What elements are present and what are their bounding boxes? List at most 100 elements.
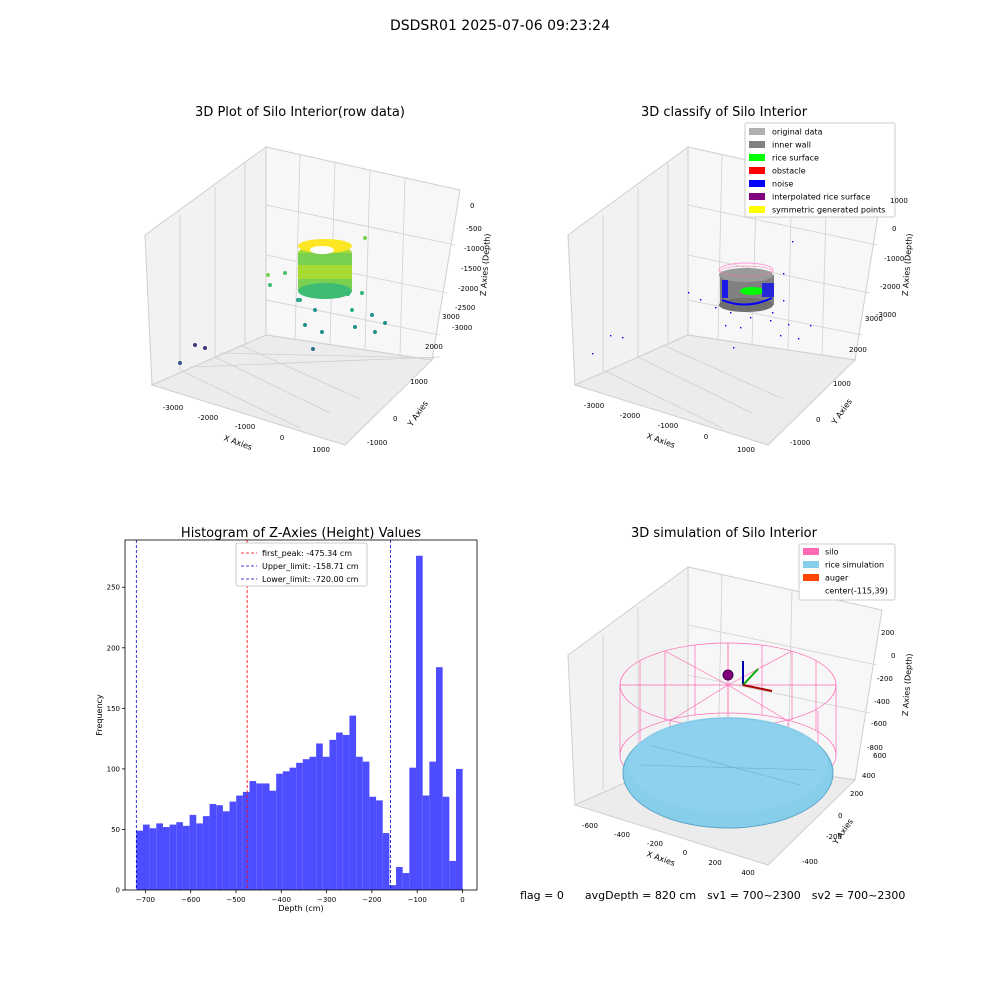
svg-text:-1000: -1000 bbox=[658, 422, 678, 430]
svg-text:2000: 2000 bbox=[425, 343, 443, 351]
plot-frame bbox=[124, 539, 478, 891]
svg-text:-2000: -2000 bbox=[620, 412, 640, 420]
legend-label: symmetric generated points bbox=[772, 206, 885, 215]
z-axis-label: Z Axies (Depth) bbox=[901, 233, 914, 296]
histogram-bar bbox=[362, 761, 370, 890]
svg-text:-200: -200 bbox=[826, 833, 842, 841]
x-tick-label: −600 bbox=[181, 896, 200, 904]
x-axis-ticks: -3000 -2000 -1000 0 1000 bbox=[584, 402, 755, 454]
y-axis-ticks: -400 -200 0 200 400 600 bbox=[802, 752, 886, 866]
svg-text:1000: 1000 bbox=[410, 378, 428, 386]
z-axis-label: Z Axies (Depth) bbox=[901, 653, 914, 716]
histogram-bar bbox=[289, 767, 297, 890]
histogram-bar bbox=[442, 796, 450, 890]
legend-swatch bbox=[749, 141, 765, 148]
histogram-bar bbox=[382, 833, 390, 890]
svg-text:-3000: -3000 bbox=[584, 402, 604, 410]
z-axis-ticks: 0 -500 -1000 -1500 -2000 -2500 -3000 bbox=[452, 202, 484, 332]
svg-text:-200: -200 bbox=[647, 840, 663, 848]
histogram-bar bbox=[182, 825, 190, 890]
histogram-bar bbox=[409, 767, 417, 890]
histogram-bar bbox=[229, 801, 237, 890]
histogram-bar bbox=[249, 781, 257, 890]
x-tick-label: −500 bbox=[226, 896, 245, 904]
y-axis-label: Frequency bbox=[95, 694, 104, 736]
floor-pane bbox=[150, 334, 434, 446]
histogram-bar bbox=[449, 860, 456, 890]
svg-text:400: 400 bbox=[741, 869, 754, 877]
noise-points bbox=[592, 241, 812, 355]
x-axis-ticks: -600 -400 -200 0 200 400 bbox=[582, 822, 755, 877]
svg-text:2000: 2000 bbox=[849, 346, 867, 354]
histogram-bar bbox=[142, 824, 150, 890]
histogram-bar bbox=[149, 828, 157, 890]
legend-label: noise bbox=[772, 180, 793, 189]
svg-text:-2000: -2000 bbox=[198, 414, 218, 422]
grid-lines bbox=[179, 154, 456, 429]
svg-text:200: 200 bbox=[881, 629, 894, 637]
y-tick-label: 50 bbox=[111, 826, 120, 834]
svg-text:200: 200 bbox=[708, 859, 721, 867]
histogram-bar bbox=[276, 773, 283, 890]
y-axis-label: Y Axies bbox=[830, 817, 855, 847]
legend-label: Upper_limit: -158.71 cm bbox=[262, 562, 359, 571]
svg-text:3000: 3000 bbox=[865, 315, 883, 323]
svg-text:0: 0 bbox=[470, 202, 474, 210]
histogram-bar bbox=[236, 795, 243, 890]
svg-text:-500: -500 bbox=[466, 225, 482, 233]
legend-label: rice surface bbox=[772, 154, 819, 163]
histogram-bar bbox=[429, 761, 437, 890]
legend-label: original data bbox=[772, 128, 823, 137]
histogram-bars bbox=[136, 555, 463, 890]
svg-text:200: 200 bbox=[850, 790, 863, 798]
limit-lines bbox=[135, 540, 392, 890]
svg-text:-1000: -1000 bbox=[790, 439, 810, 447]
x-axis-label: X Axies bbox=[645, 849, 676, 868]
histogram-bar bbox=[422, 795, 430, 890]
histogram-bar bbox=[376, 800, 383, 890]
histogram-bar bbox=[202, 816, 210, 890]
histogram-bar bbox=[342, 734, 350, 890]
classify-title: 3D classify of Silo Interior bbox=[641, 105, 808, 120]
histogram-bar bbox=[262, 783, 270, 890]
svg-text:-400: -400 bbox=[802, 858, 818, 866]
histogram-bar bbox=[269, 790, 277, 890]
x-tick-label: −400 bbox=[272, 896, 291, 904]
z-axis-label: Z Axies (Depth) bbox=[479, 233, 492, 296]
y-axis-label: Y Axies bbox=[829, 397, 854, 427]
classify-legend: original data inner wall rice surface obsta… bbox=[744, 122, 896, 218]
histogram-bar bbox=[322, 756, 330, 890]
svg-text:0: 0 bbox=[393, 415, 397, 423]
y-axis-label: Y Axies bbox=[405, 399, 430, 429]
sv2-value: sv2 = 700~2300 bbox=[811, 889, 906, 902]
legend-swatch bbox=[749, 167, 765, 174]
histogram-bar bbox=[156, 823, 163, 890]
svg-text:-3000: -3000 bbox=[452, 324, 472, 332]
simulation-legend: silo rice simulation auger center(-115,39) bbox=[798, 543, 896, 601]
histogram-bar bbox=[209, 804, 217, 890]
legend-label: rice simulation bbox=[825, 561, 884, 570]
histogram-legend: first_peak: -475.34 cm Upper_limit: -158.… bbox=[235, 542, 368, 587]
svg-text:1000: 1000 bbox=[833, 380, 851, 388]
svg-text:-1500: -1500 bbox=[461, 265, 481, 273]
legend-label: inner wall bbox=[772, 141, 811, 150]
svg-text:-600: -600 bbox=[582, 822, 598, 830]
x-axis-ticks: −700 −600 −500 −400 −300 −200 −100 0 bbox=[136, 890, 465, 904]
svg-text:-1000: -1000 bbox=[884, 255, 904, 263]
legend-swatch bbox=[803, 561, 819, 568]
histogram-bar bbox=[296, 762, 303, 890]
histogram-bar bbox=[416, 555, 423, 890]
svg-text:-400: -400 bbox=[614, 831, 630, 839]
svg-text:-2500: -2500 bbox=[455, 304, 475, 312]
legend-label: center(-115,39) bbox=[825, 587, 888, 596]
histogram-bar bbox=[169, 824, 177, 890]
legend-swatch bbox=[749, 128, 765, 135]
histogram-bar bbox=[282, 771, 290, 890]
svg-text:-200: -200 bbox=[877, 675, 893, 683]
svg-text:0: 0 bbox=[838, 812, 842, 820]
flag-value: flag = 0 bbox=[520, 889, 564, 902]
svg-text:0: 0 bbox=[816, 416, 820, 424]
x-tick-label: −300 bbox=[317, 896, 336, 904]
histogram-bar bbox=[302, 759, 310, 890]
outlier-points bbox=[178, 236, 387, 365]
